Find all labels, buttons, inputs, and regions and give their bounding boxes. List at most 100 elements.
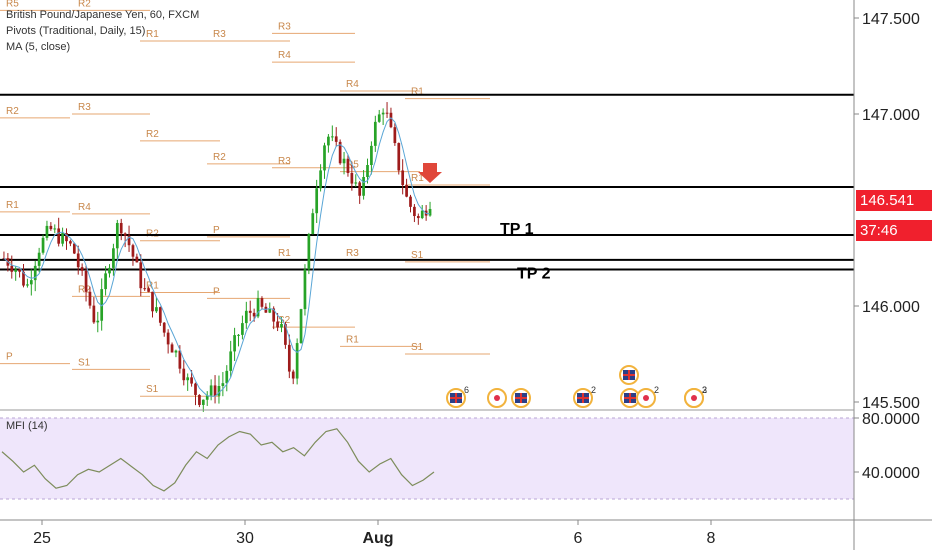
mfi-indicator-label[interactable]: MFI (14) [6, 420, 48, 432]
candle-body [315, 188, 319, 214]
candle-body [225, 370, 229, 384]
candle-body [237, 334, 240, 336]
candles [2, 102, 432, 412]
candle-body [201, 399, 205, 405]
candle-body [405, 184, 408, 197]
candle-body [260, 298, 264, 307]
candle-body [166, 332, 170, 345]
last-price-tag: 146.541 [856, 190, 932, 211]
candle-body [88, 291, 92, 306]
pivot-label: S1 [146, 384, 159, 395]
candle-body [413, 206, 416, 217]
candle-body [362, 177, 365, 196]
candle-body [373, 121, 377, 146]
candle-body [29, 280, 33, 285]
candle-body [276, 321, 279, 328]
candle-body [241, 323, 244, 335]
time-tick-label: Aug [362, 530, 393, 547]
candle-body [205, 395, 209, 400]
candle-body [209, 385, 213, 396]
candle-body [182, 368, 186, 381]
time-axis[interactable]: 25 30 Aug 6 8 [33, 520, 716, 547]
candle-body [280, 323, 283, 328]
candle-body [139, 262, 143, 289]
candle-body [14, 269, 18, 272]
candle-body [115, 222, 119, 249]
pivot-label: R3 [78, 102, 91, 113]
candle-body [272, 308, 276, 322]
time-tick-label: 6 [574, 530, 583, 547]
candle-body [162, 322, 166, 333]
candle-body [57, 228, 61, 244]
sell-arrow-icon [418, 163, 442, 183]
pivot-label: S2 [278, 315, 291, 326]
candle-body [104, 273, 107, 290]
candle-body [252, 312, 256, 317]
candle-body [385, 112, 389, 114]
candle-body [284, 323, 287, 345]
candle-body [170, 344, 174, 353]
candle-body [151, 291, 154, 312]
candle-body [76, 253, 80, 268]
event-count: 2 [591, 385, 596, 395]
candle-body [108, 267, 111, 274]
candle-body [287, 344, 291, 372]
time-tick-label: 8 [707, 530, 716, 547]
pivot-label: R4 [346, 79, 359, 90]
event-count: 6 [464, 385, 469, 395]
candle-body [33, 265, 37, 281]
time-tick-label: 30 [236, 530, 254, 547]
candle-body [190, 377, 193, 384]
pivot-label: R1 [6, 200, 19, 211]
candle-body [291, 371, 295, 379]
pivots-indicator-label[interactable]: Pivots (Traditional, Daily, 15) [6, 25, 146, 37]
candle-body [45, 225, 49, 238]
candle-body [389, 112, 393, 128]
candle-body [18, 269, 21, 272]
candle-body [354, 182, 358, 184]
ma-indicator-label[interactable]: MA (5, close) [6, 41, 71, 53]
candle-body [92, 305, 96, 323]
candle-body [428, 208, 432, 216]
ma-line [3, 117, 431, 397]
price-tick-label: 147.500 [862, 11, 920, 28]
pivot-label: R1 [346, 334, 359, 345]
pivot-label: R1 [278, 248, 291, 259]
candle-body [53, 228, 57, 230]
pivot-label: P [213, 225, 220, 236]
candle-body [358, 182, 362, 196]
bar-countdown-tag: 37:46 [856, 220, 932, 241]
pivot-label: R5 [6, 0, 19, 9]
candle-body [370, 145, 373, 166]
candle-body [338, 141, 342, 164]
candle-body [217, 385, 221, 396]
candle-body [37, 252, 41, 266]
candle-body [213, 385, 217, 396]
symbol-title[interactable]: British Pound/Japanese Yen, 60, FXCM [6, 9, 200, 21]
pivot-label: R1 [411, 173, 424, 184]
candle-body [26, 284, 29, 286]
candle-body [334, 136, 338, 142]
candle-body [377, 114, 381, 122]
mfi-tick-label: 40.0000 [862, 465, 920, 482]
price-tick-label: 146.000 [862, 299, 920, 316]
candle-body [420, 210, 424, 219]
candle-body [229, 351, 233, 371]
event-dot [691, 395, 697, 401]
mfi-band [0, 418, 854, 499]
pivot-label: R1 [146, 29, 159, 40]
candle-body [119, 222, 123, 234]
candle-body [10, 265, 14, 272]
candle-body [127, 235, 131, 246]
key-level-label: TP 2 [517, 266, 551, 283]
pivot-label: R4 [278, 50, 291, 61]
time-tick-label: 25 [33, 530, 51, 547]
candle-body [330, 136, 334, 138]
candle-body [198, 394, 201, 405]
candle-body [311, 213, 315, 235]
candle-body [299, 309, 303, 344]
pivot-label: R3 [346, 248, 359, 259]
pivot-label: R3 [278, 21, 291, 32]
